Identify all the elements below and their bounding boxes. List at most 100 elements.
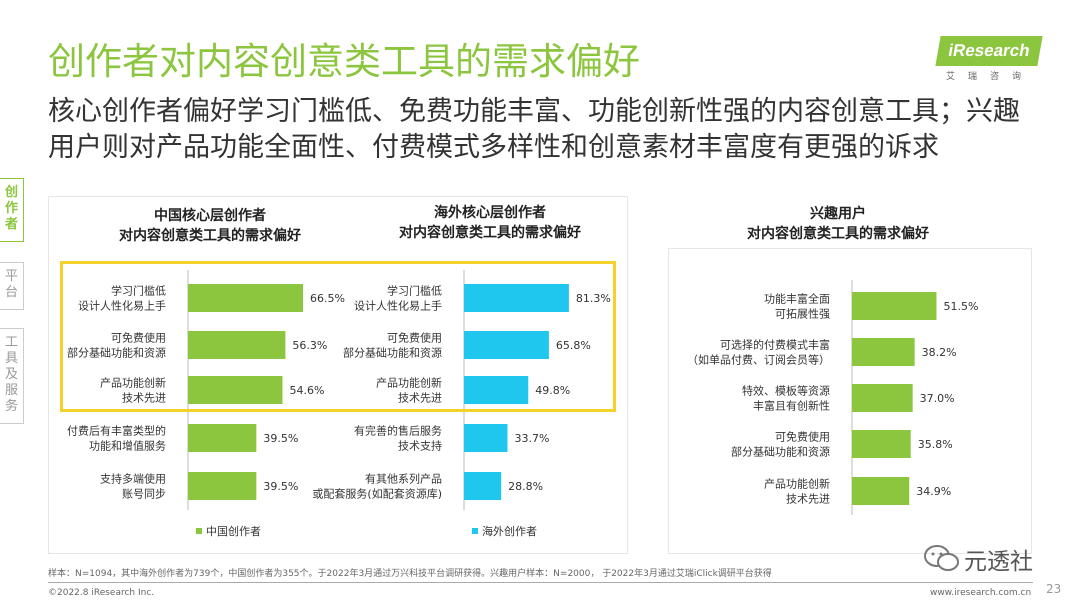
data-label: 66.5%: [310, 292, 345, 305]
chart-title-line: 中国核心层创作者: [154, 208, 266, 224]
bar: [464, 284, 569, 312]
category-label: 功能丰富全面: [764, 292, 830, 306]
category-label: 部分基础功能和资源: [67, 346, 166, 360]
legend-label: 中国创作者: [206, 525, 261, 538]
category-label: 技术支持: [398, 439, 442, 453]
sidebar-char: 作: [4, 201, 18, 216]
bar: [852, 292, 937, 320]
category-label: 可免费使用: [111, 331, 166, 345]
footnote: 样本：N=1094，其中海外创作者为739个，中国创作者为355个。于2022年…: [48, 569, 772, 579]
category-label: （如单品付费、订阅会员等）: [687, 353, 830, 367]
data-label: 34.9%: [916, 485, 951, 498]
sidebar-item-platform[interactable]: 平 台: [0, 262, 24, 310]
bar: [188, 424, 257, 452]
data-label: 39.5%: [263, 480, 298, 493]
category-label: 支持多端使用: [100, 472, 166, 486]
logo-cn: 艾瑞咨询: [946, 72, 1035, 82]
category-label: 产品功能创新: [376, 376, 442, 390]
category-label: 产品功能创新: [764, 477, 830, 491]
watermark: 元透社: [918, 540, 1058, 575]
sidebar-char: 及: [4, 367, 18, 382]
bar: [464, 331, 549, 359]
footer-divider: [48, 582, 1033, 583]
bar: [188, 376, 283, 404]
data-label: 65.8%: [556, 339, 591, 352]
watermark-text: 元透社: [964, 549, 1033, 575]
chart-title-line: 兴趣用户: [810, 206, 866, 222]
bar: [852, 477, 910, 505]
iresearch-logo: iResearch 艾瑞咨询: [935, 36, 1043, 82]
data-label: 51.5%: [943, 300, 978, 313]
data-label: 56.3%: [292, 339, 327, 352]
chart-title-line: 对内容创意类工具的需求偏好: [747, 226, 929, 242]
category-label: 可选择的付费模式丰富: [720, 338, 830, 352]
category-label: 付费后有丰富类型的: [67, 424, 166, 438]
sidebar-char: 具: [4, 351, 18, 366]
chart-title-line: 对内容创意类工具的需求偏好: [119, 228, 301, 244]
category-label: 功能和增值服务: [89, 439, 166, 453]
data-label: 39.5%: [263, 432, 298, 445]
category-label: 账号同步: [122, 488, 166, 501]
category-label: 可拓展性强: [775, 307, 830, 321]
data-label: 33.7%: [514, 432, 549, 445]
chart-title-interest: 兴趣用户 对内容创意类工具的需求偏好: [688, 204, 988, 244]
bar: [188, 472, 257, 500]
category-label: 部分基础功能和资源: [343, 346, 442, 360]
category-label: 丰富且有创新性: [753, 399, 830, 413]
wechat-icon: [924, 545, 959, 571]
bar: [852, 384, 913, 412]
data-label: 49.8%: [535, 384, 570, 397]
core-creators-panel: [48, 196, 628, 554]
bar: [188, 331, 286, 359]
bar: [852, 338, 915, 366]
category-label: 技术先进: [786, 493, 830, 506]
sidebar-char: 平: [4, 269, 18, 284]
category-label: 学习门槛低: [111, 284, 166, 298]
legend-label: 海外创作者: [482, 524, 537, 538]
sidebar-char: 务: [4, 399, 18, 414]
data-label: 54.6%: [289, 384, 324, 397]
chart-title-overseas: 海外核心层创作者 对内容创意类工具的需求偏好: [340, 203, 640, 243]
chart-title-china: 中国核心层创作者 对内容创意类工具的需求偏好: [60, 206, 360, 246]
category-label: 学习门槛低: [387, 284, 442, 298]
category-label: 特效、模板等资源: [742, 384, 830, 398]
category-label: 部分基础功能和资源: [731, 445, 830, 459]
data-label: 38.2%: [922, 346, 957, 359]
bar: [464, 472, 502, 500]
bar: [464, 424, 508, 452]
category-label: 设计人性化易上手: [78, 299, 166, 313]
sidebar-char: 台: [4, 285, 18, 300]
sidebar-char: 者: [4, 217, 18, 232]
page-title: 创作者对内容创意类工具的需求偏好: [48, 40, 640, 83]
legend-swatch: [472, 528, 478, 534]
category-label: 产品功能创新: [100, 376, 166, 390]
category-label: 可免费使用: [775, 430, 830, 444]
chart-title-line: 对内容创意类工具的需求偏好: [399, 225, 581, 241]
sidebar-item-tools[interactable]: 工 具 及 服 务: [0, 328, 24, 424]
bar: [464, 376, 529, 404]
page-subtitle: 核心创作者偏好学习门槛低、免费功能丰富、功能创新性强的内容创意工具；兴趣用户则对…: [48, 96, 1020, 163]
category-label: 设计人性化易上手: [354, 299, 442, 313]
data-label: 37.0%: [920, 392, 955, 405]
category-label: 有完善的售后服务: [354, 424, 442, 438]
category-label: 有其他系列产品: [365, 472, 442, 486]
bar: [852, 430, 911, 458]
sidebar-char: 工: [4, 335, 18, 350]
bar: [188, 284, 304, 312]
category-label: 可免费使用: [387, 331, 442, 345]
category-label: 技术先进: [122, 392, 166, 405]
data-label: 81.3%: [576, 292, 611, 305]
sidebar-char: 创: [4, 185, 18, 200]
category-label: 技术先进: [398, 392, 442, 405]
sidebar-char: 服: [4, 383, 18, 398]
copyright: ©2022.8 iResearch Inc.: [48, 588, 155, 598]
website: www.iresearch.com.cn: [930, 588, 1032, 598]
data-label: 35.8%: [918, 438, 953, 451]
sidebar-item-creators[interactable]: 创 作 者: [0, 178, 24, 242]
legend-swatch: [196, 528, 202, 534]
data-label: 28.8%: [508, 480, 543, 493]
category-label: 或配套服务(如配套资源库): [312, 487, 442, 501]
interest-users-panel: [668, 248, 1032, 554]
page-number: 23: [1046, 582, 1062, 596]
